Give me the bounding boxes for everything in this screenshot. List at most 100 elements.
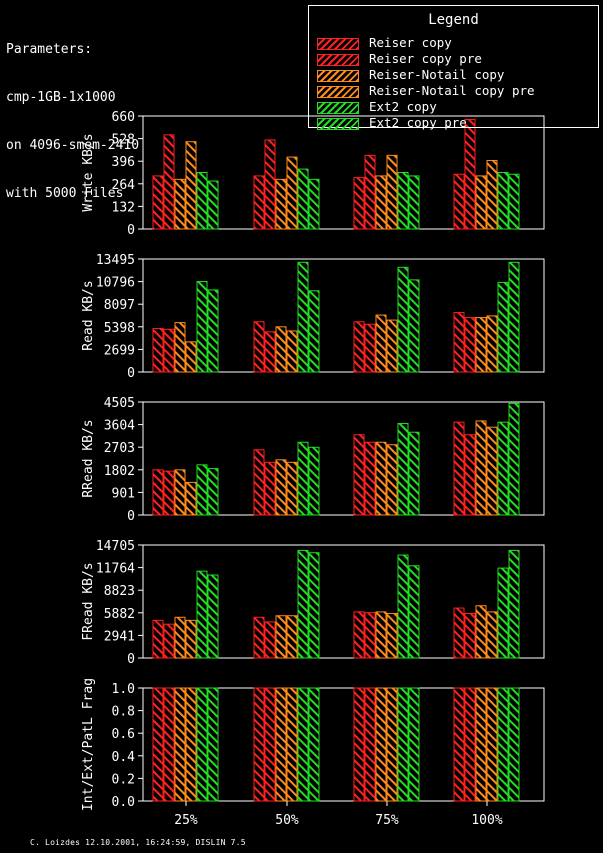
bar bbox=[207, 289, 219, 373]
bar bbox=[475, 317, 487, 373]
y-tick-label: 0 bbox=[127, 652, 135, 667]
legend-swatch-reiser-notail-copy-pre bbox=[317, 85, 359, 98]
y-tick-label: 0 bbox=[127, 509, 135, 524]
x-tick-label: 50% bbox=[275, 813, 299, 828]
bar bbox=[264, 139, 276, 230]
parameters-line: cmp-1GB-1x1000 bbox=[6, 90, 116, 105]
panel-5: 0.0 0.2 0.4 0.6 0.8 1.0 Int/Ext/PatL Frag 25% 50… bbox=[81, 678, 545, 828]
bar bbox=[508, 402, 520, 516]
bar bbox=[253, 449, 265, 516]
bar bbox=[475, 605, 487, 659]
legend-label: Ext2 copy pre bbox=[369, 115, 467, 130]
bar bbox=[386, 444, 398, 516]
parameters-line: with 5000 Files bbox=[6, 186, 124, 201]
bar bbox=[275, 687, 287, 802]
bar bbox=[408, 279, 420, 373]
parameters-line: on 4096-smem-2410 bbox=[6, 138, 140, 153]
bar bbox=[408, 565, 420, 659]
bar bbox=[308, 687, 320, 802]
panel-1: 0 132 264 396 528 660 Write KB/s bbox=[81, 110, 545, 238]
bar bbox=[185, 619, 197, 659]
bar bbox=[196, 687, 208, 802]
bar bbox=[408, 175, 420, 230]
bar bbox=[286, 687, 298, 802]
bar bbox=[375, 611, 387, 659]
bar bbox=[497, 687, 509, 802]
bar bbox=[364, 441, 376, 516]
bar bbox=[207, 687, 219, 802]
bar bbox=[185, 687, 197, 802]
bar bbox=[386, 319, 398, 373]
bar bbox=[297, 441, 309, 516]
y-tick-label: 13495 bbox=[96, 253, 135, 268]
bar bbox=[397, 687, 409, 802]
bar bbox=[353, 611, 365, 659]
legend-item: Reiser copy pre bbox=[317, 52, 482, 66]
legend-label: Reiser copy pre bbox=[369, 51, 482, 66]
bar bbox=[286, 461, 298, 516]
bar bbox=[386, 154, 398, 230]
y-tick-label: 5398 bbox=[104, 321, 135, 336]
bar bbox=[253, 175, 265, 230]
bar bbox=[364, 323, 376, 373]
bar bbox=[408, 687, 420, 802]
legend-item: Reiser-Notail copy pre bbox=[317, 84, 535, 98]
bar bbox=[286, 156, 298, 230]
plot-frame bbox=[142, 115, 545, 230]
bar bbox=[163, 470, 175, 516]
bar bbox=[207, 574, 219, 659]
legend-title: Legend bbox=[428, 12, 479, 28]
bar bbox=[508, 173, 520, 230]
legend-label: Reiser-Notail copy pre bbox=[369, 83, 535, 98]
y-tick-label: 132 bbox=[112, 200, 135, 215]
legend-item: Reiser-Notail copy bbox=[317, 68, 504, 82]
bar bbox=[163, 687, 175, 802]
y-axis-label: Write KB/s bbox=[81, 133, 96, 211]
bar bbox=[196, 172, 208, 230]
bar bbox=[275, 178, 287, 230]
bar bbox=[475, 175, 487, 230]
y-tick-label: 8097 bbox=[104, 298, 135, 313]
y-tick-label: 1.0 bbox=[112, 682, 135, 697]
y-tick-label: 0.6 bbox=[112, 727, 135, 742]
y-tick-label: 2699 bbox=[104, 343, 135, 358]
bar bbox=[297, 168, 309, 230]
bar bbox=[375, 687, 387, 802]
x-tick-label: 100% bbox=[471, 813, 502, 828]
bar bbox=[375, 175, 387, 230]
y-tick-label: 0.0 bbox=[112, 795, 135, 810]
bar bbox=[386, 687, 398, 802]
parameters-line: Parameters: bbox=[6, 42, 93, 57]
bar bbox=[297, 261, 309, 373]
y-tick-label: 4505 bbox=[104, 396, 135, 411]
bar bbox=[397, 172, 409, 230]
y-tick-label: 0.2 bbox=[112, 772, 135, 787]
bar bbox=[185, 481, 197, 516]
bar bbox=[397, 266, 409, 373]
bar bbox=[386, 612, 398, 659]
bar bbox=[486, 687, 498, 802]
bar bbox=[275, 459, 287, 516]
legend-swatch-reiser-notail-copy bbox=[317, 69, 359, 82]
bar bbox=[453, 312, 465, 373]
y-tick-label: 5882 bbox=[104, 607, 135, 622]
plot-frame bbox=[142, 687, 545, 802]
bar bbox=[475, 420, 487, 516]
bar bbox=[297, 549, 309, 659]
bar bbox=[152, 619, 164, 659]
y-axis-label: RRead KB/s bbox=[81, 419, 96, 497]
y-tick-label: 11764 bbox=[96, 562, 135, 577]
bar bbox=[464, 317, 476, 373]
bar bbox=[152, 175, 164, 230]
y-tick-label: 8823 bbox=[104, 584, 135, 599]
bar bbox=[453, 687, 465, 802]
bar bbox=[152, 469, 164, 516]
bar bbox=[308, 290, 320, 373]
bar bbox=[308, 178, 320, 230]
bar bbox=[207, 468, 219, 516]
bar bbox=[453, 607, 465, 659]
legend-box: Legend Reiser copy Reiser copy pre Reise… bbox=[308, 5, 599, 130]
bar bbox=[196, 281, 208, 373]
